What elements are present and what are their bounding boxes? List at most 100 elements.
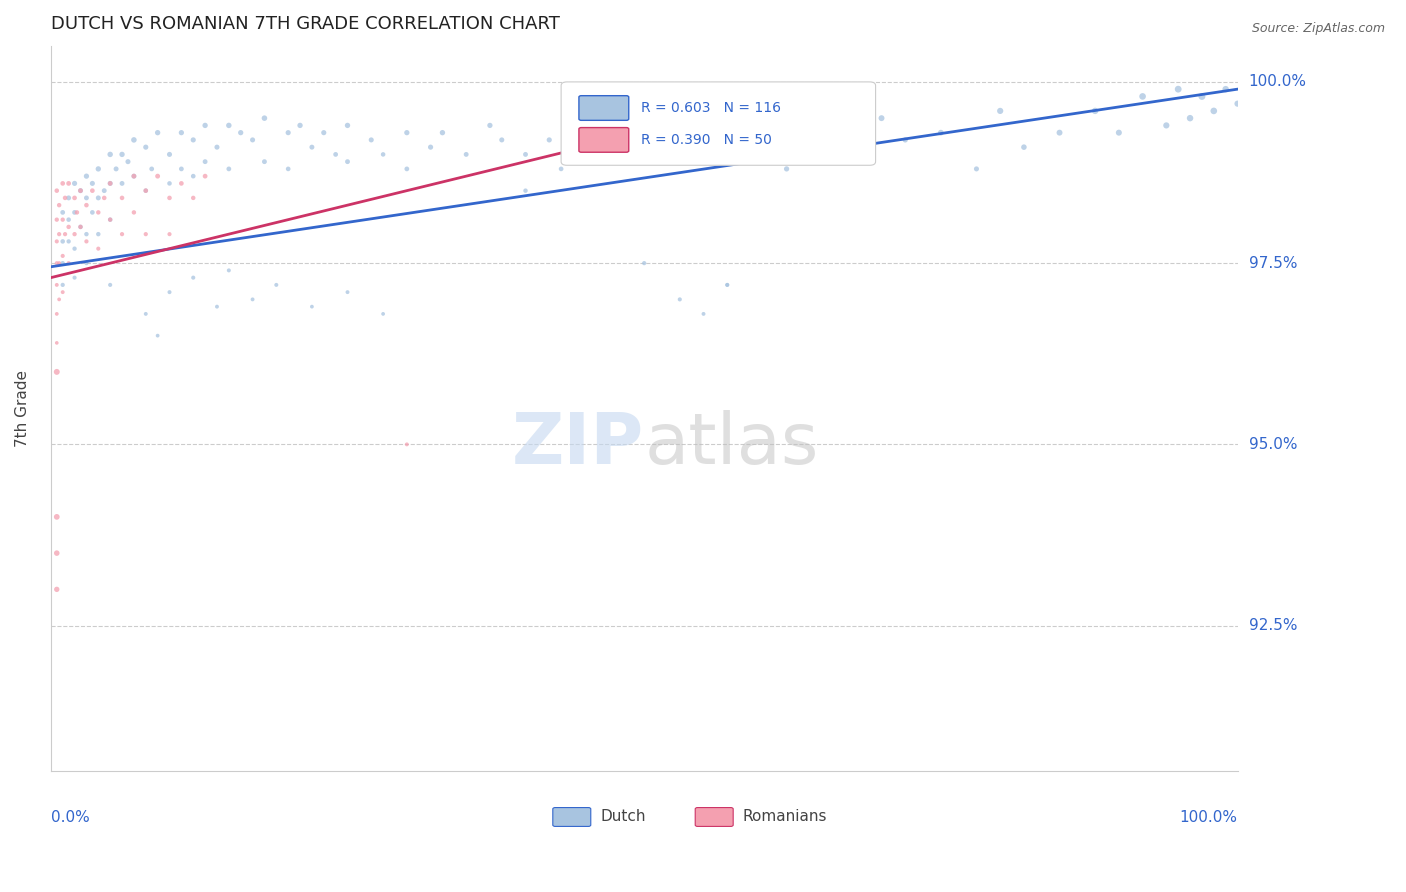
- Point: [253, 154, 276, 169]
- Point: [117, 154, 139, 169]
- Point: [75, 169, 97, 183]
- FancyBboxPatch shape: [553, 807, 591, 826]
- Point: [135, 184, 157, 198]
- Point: [432, 126, 454, 140]
- Point: [870, 111, 893, 125]
- Point: [45, 184, 67, 198]
- Point: [52, 235, 75, 249]
- Point: [515, 184, 537, 198]
- Point: [63, 205, 86, 219]
- Point: [52, 277, 75, 292]
- Point: [1178, 111, 1201, 125]
- Point: [48, 227, 70, 241]
- Point: [456, 147, 478, 161]
- Point: [58, 212, 80, 227]
- Point: [58, 177, 80, 191]
- Point: [146, 328, 169, 343]
- Point: [515, 147, 537, 161]
- Text: 95.0%: 95.0%: [1249, 437, 1298, 452]
- Point: [159, 227, 181, 241]
- Point: [111, 191, 134, 205]
- Point: [894, 133, 917, 147]
- Point: [53, 191, 76, 205]
- Point: [371, 307, 394, 321]
- Point: [141, 161, 163, 176]
- Point: [277, 161, 299, 176]
- Point: [929, 126, 952, 140]
- Text: DUTCH VS ROMANIAN 7TH GRADE CORRELATION CHART: DUTCH VS ROMANIAN 7TH GRADE CORRELATION …: [51, 15, 560, 33]
- Point: [965, 161, 987, 176]
- Point: [170, 177, 193, 191]
- Point: [135, 184, 157, 198]
- Text: Source: ZipAtlas.com: Source: ZipAtlas.com: [1251, 22, 1385, 36]
- Point: [146, 126, 169, 140]
- Point: [218, 119, 240, 133]
- Point: [48, 198, 70, 212]
- Point: [194, 119, 217, 133]
- Point: [135, 140, 157, 154]
- Point: [45, 235, 67, 249]
- Point: [93, 191, 115, 205]
- Point: [988, 103, 1011, 118]
- Point: [75, 235, 97, 249]
- Point: [491, 133, 513, 147]
- Point: [181, 133, 204, 147]
- Point: [58, 191, 80, 205]
- Text: 97.5%: 97.5%: [1249, 256, 1298, 270]
- Text: Romanians: Romanians: [742, 809, 827, 824]
- Point: [1132, 89, 1154, 103]
- FancyBboxPatch shape: [579, 95, 628, 120]
- Point: [69, 184, 91, 198]
- Point: [69, 219, 91, 234]
- Point: [45, 256, 67, 270]
- Point: [336, 154, 359, 169]
- Point: [98, 212, 121, 227]
- Point: [395, 126, 418, 140]
- Point: [82, 184, 104, 198]
- Point: [63, 242, 86, 256]
- Point: [218, 161, 240, 176]
- Point: [194, 169, 217, 183]
- Point: [633, 256, 655, 270]
- Point: [1108, 126, 1130, 140]
- Point: [181, 169, 204, 183]
- Point: [93, 184, 115, 198]
- Point: [52, 205, 75, 219]
- Point: [205, 140, 228, 154]
- Point: [75, 227, 97, 241]
- Point: [1084, 103, 1107, 118]
- Point: [170, 126, 193, 140]
- Point: [1226, 96, 1249, 111]
- Point: [395, 161, 418, 176]
- Point: [75, 256, 97, 270]
- Point: [633, 140, 655, 154]
- Point: [266, 277, 288, 292]
- Point: [52, 285, 75, 300]
- Point: [58, 219, 80, 234]
- Point: [218, 263, 240, 277]
- Point: [194, 154, 217, 169]
- Point: [170, 161, 193, 176]
- Point: [105, 161, 128, 176]
- Point: [66, 205, 89, 219]
- Point: [159, 177, 181, 191]
- Point: [48, 293, 70, 307]
- Text: ZIP: ZIP: [512, 410, 644, 479]
- Point: [1215, 82, 1237, 96]
- Point: [716, 277, 738, 292]
- FancyBboxPatch shape: [579, 128, 628, 153]
- Point: [360, 133, 382, 147]
- Point: [69, 184, 91, 198]
- Point: [45, 212, 67, 227]
- Point: [122, 205, 145, 219]
- Point: [159, 191, 181, 205]
- Point: [52, 249, 75, 263]
- Point: [657, 154, 679, 169]
- Point: [1012, 140, 1035, 154]
- Point: [82, 177, 104, 191]
- Text: 100.0%: 100.0%: [1249, 74, 1306, 89]
- Point: [775, 161, 797, 176]
- Point: [122, 169, 145, 183]
- Text: R = 0.603   N = 116: R = 0.603 N = 116: [641, 101, 780, 115]
- Point: [478, 119, 501, 133]
